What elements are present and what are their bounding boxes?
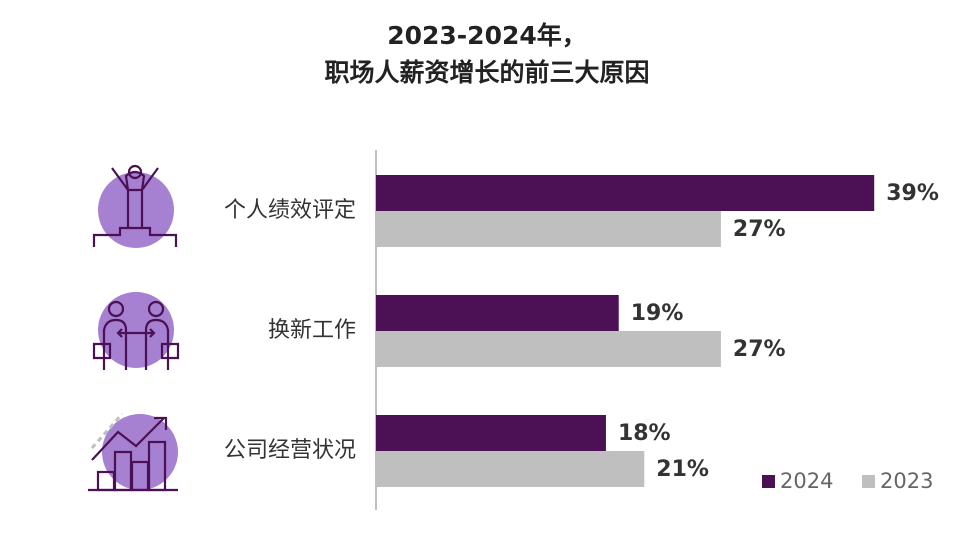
bar [376,295,619,331]
value-label: 21% [656,457,709,482]
icon-people [92,318,180,370]
value-label: 19% [631,301,684,326]
value-label: 18% [618,421,671,446]
chart-title: 2023-2024年， [387,21,587,50]
bar [376,211,721,247]
icon-head [127,164,143,180]
icon-head [147,300,165,318]
legend-swatch [862,475,875,488]
category-label: 个人绩效评定 [224,198,356,223]
icon-podium [92,167,178,247]
value-label: 27% [733,337,786,362]
icon-trend [90,413,124,449]
category-label: 换新工作 [268,318,356,343]
value-label: 39% [886,181,939,206]
bar [376,415,606,451]
icon-bg [98,172,174,248]
legend-swatch [762,475,775,488]
chart-title: 职场人薪资增长的前三大原因 [324,58,649,87]
icon-head [107,300,125,318]
icons [88,164,180,492]
legend-label: 2024 [780,469,833,493]
icon-trend [88,416,178,492]
bar [376,175,875,211]
legend-label: 2023 [880,469,933,493]
bar [376,331,721,367]
bar [376,451,645,487]
category-label: 公司经营状况 [224,438,356,463]
value-label: 27% [733,217,786,242]
icon-bg [98,292,174,368]
